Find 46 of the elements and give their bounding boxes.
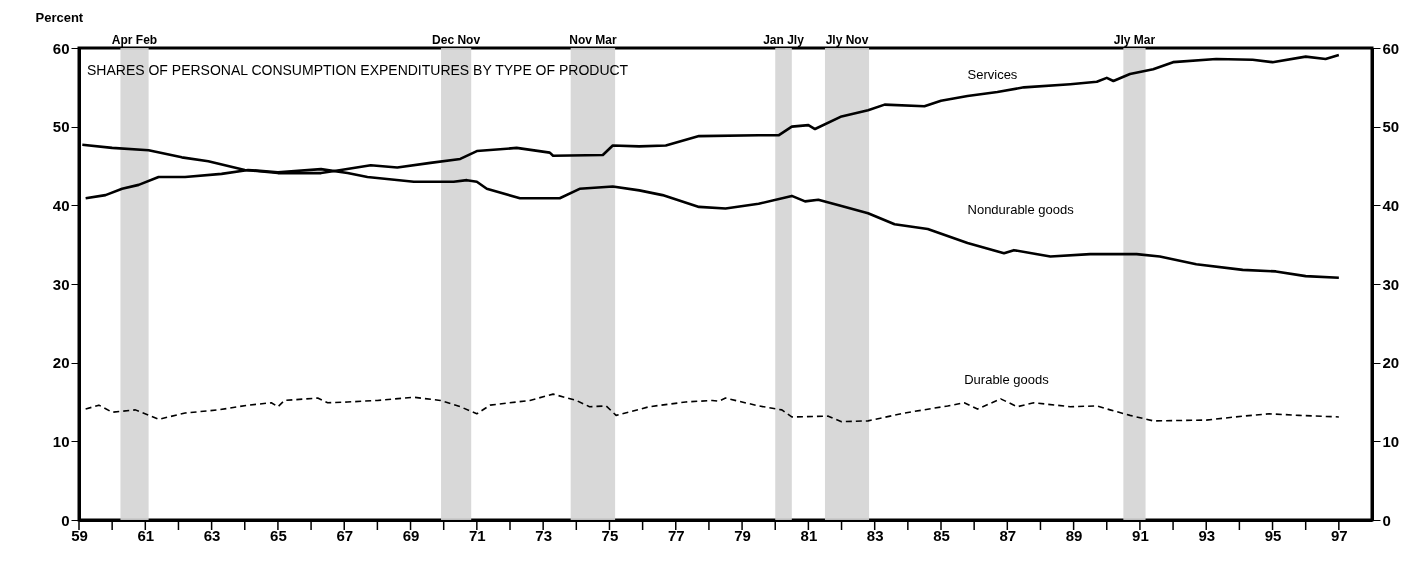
x-tick-label: 77 [667, 526, 685, 544]
x-tick-label: 97 [1331, 526, 1348, 544]
y2-tick-label: 0 [1382, 511, 1391, 529]
y2-tick-label: 40 [1382, 196, 1400, 214]
x-tick-label: 59 [71, 526, 88, 544]
x-tick-label: 63 [203, 526, 221, 544]
y-tick-label: 30 [52, 275, 70, 293]
x-tick-label: 89 [1065, 526, 1083, 544]
x-tick-label: 91 [1132, 526, 1149, 544]
band-label: Jly Mar [1113, 33, 1156, 47]
x-tick-label: 69 [402, 526, 420, 544]
y-tick-label: 50 [52, 118, 70, 136]
band-label: Apr Feb [111, 33, 158, 47]
x-tick-label: 73 [535, 526, 552, 544]
band-label: Jly Nov [825, 33, 869, 47]
line-series [84, 393, 1340, 423]
y2-tick-label: 60 [1382, 39, 1400, 57]
y2-tick-label: 30 [1382, 275, 1400, 293]
y2-tick-label: 50 [1382, 118, 1400, 136]
band-label: Nov Mar [569, 33, 617, 47]
x-tick-label: 67 [336, 526, 354, 544]
series-label: Durable goods [964, 371, 1050, 387]
y-axis-title: Percent [35, 9, 84, 25]
series-label: Services [967, 66, 1018, 82]
text: SHARES OF PERSONAL CONSUMPTION EXPENDITURES BY TYPE OF PRODUCT [87, 62, 629, 78]
band-label: Jan Jly [763, 33, 805, 47]
y2-tick-label: 10 [1382, 432, 1400, 450]
x-tick-label: 61 [137, 526, 155, 544]
x-tick-label: 71 [469, 526, 486, 544]
x-tick-label: 93 [1198, 526, 1216, 544]
band-label: Dec Nov [432, 33, 481, 47]
y-tick-label: 60 [52, 39, 70, 57]
x-tick-label: 81 [800, 526, 818, 544]
y-tick-label: 10 [52, 432, 70, 450]
x-tick-label: 95 [1264, 526, 1282, 544]
y-tick-label: 20 [52, 354, 70, 372]
y-tick-label: 40 [52, 196, 70, 214]
x-tick-label: 79 [734, 526, 751, 544]
series-label: Nondurable goods [967, 202, 1075, 218]
x-tick-label: 87 [999, 526, 1017, 544]
x-tick-label: 83 [866, 526, 884, 544]
y-tick-label: 0 [61, 511, 70, 529]
x-tick-label: 85 [933, 526, 950, 544]
x-tick-label: 65 [270, 526, 287, 544]
y2-tick-label: 20 [1382, 354, 1400, 372]
x-tick-label: 75 [601, 526, 619, 544]
